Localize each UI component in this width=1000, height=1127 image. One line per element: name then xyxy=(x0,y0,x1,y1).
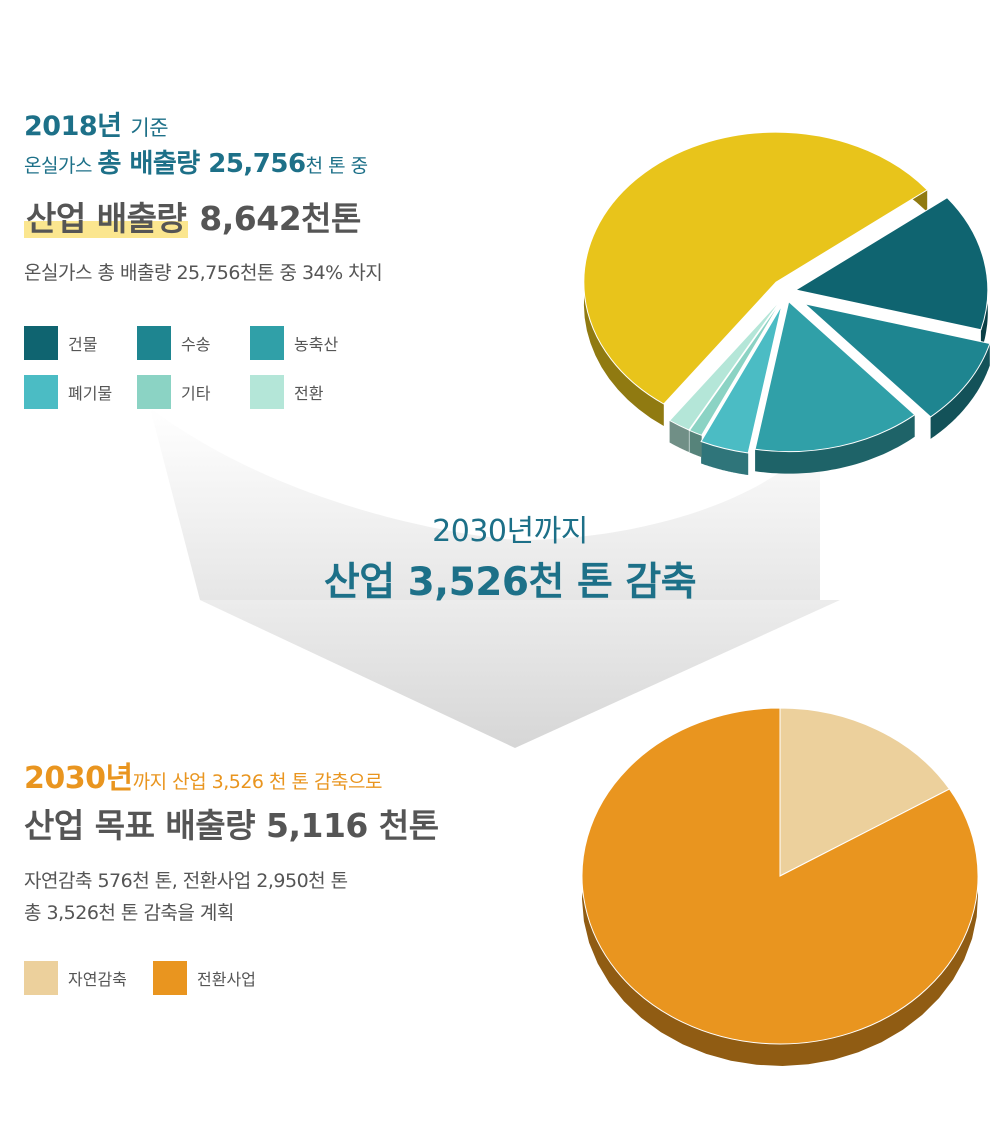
legend-label: 농축산 xyxy=(294,335,339,354)
industry-emission-headline: 산업 배출량 8,642천톤 xyxy=(24,192,361,240)
legend-swatch xyxy=(153,961,187,995)
basis-label: 기준 xyxy=(130,116,169,140)
target-emission-headline: 산업 목표 배출량 5,116 천톤 xyxy=(24,806,439,845)
pie-slice-전환 xyxy=(668,298,783,431)
legend-label: 폐기물 xyxy=(68,384,113,403)
pie-side-기타 xyxy=(689,430,702,458)
year-2018-label: 2018년 xyxy=(24,111,122,142)
legend-label: 자연감축 xyxy=(68,970,127,989)
pie-chart-2018 xyxy=(583,131,991,475)
pie-slice-자연감축 xyxy=(779,707,951,877)
down-arrow xyxy=(200,600,840,748)
legend-item-conversion-project: 전환사업 xyxy=(153,961,256,995)
legend-label: 수송 xyxy=(181,335,211,354)
pie-slice-폐기물 xyxy=(700,305,783,454)
legend-swatch xyxy=(250,326,284,360)
target-year-label: 2030년까지 xyxy=(432,514,588,549)
industry-emission-label: 산업 배출량 xyxy=(24,199,189,238)
year-2030-heading: 2030년까지 산업 3,526 천 톤 감축으로 xyxy=(24,753,383,797)
pie-side-농축산 xyxy=(755,414,915,474)
pie-chart-2030 xyxy=(581,707,979,1066)
total-emission-value: 총 배출량 25,756 xyxy=(97,149,306,179)
legend-swatch xyxy=(24,326,58,360)
pie-slice-수송 xyxy=(802,302,991,418)
industry-emission-value: 8,642천톤 xyxy=(199,199,361,238)
year-2030-label: 2030년 xyxy=(24,761,133,796)
reduction-total: 총 3,526천 톤 감축을 계획 xyxy=(24,902,234,924)
legend-item-waste: 폐기물 xyxy=(24,375,112,409)
legend-item-other: 기타 xyxy=(137,375,210,409)
reduction-breakdown: 자연감축 576천 톤, 전환사업 2,950천 톤 xyxy=(24,870,348,892)
legend-item-transport: 수송 xyxy=(137,326,210,360)
pie-side-폐기물 xyxy=(701,441,749,475)
reduction-target-headline: 산업 3,526천 톤 감축 xyxy=(323,560,697,605)
pie-slice-산업 xyxy=(583,131,929,405)
legend-label: 기타 xyxy=(181,384,211,403)
pie-side-수송 xyxy=(930,343,990,439)
legend-swatch xyxy=(24,375,58,409)
legend-item-conversion: 전환 xyxy=(250,375,323,409)
legend-item-natural-reduction: 자연감축 xyxy=(24,961,127,995)
legend-swatch xyxy=(137,326,171,360)
legend-swatch xyxy=(24,961,58,995)
legend-item-agriculture: 농축산 xyxy=(250,326,338,360)
legend-swatch xyxy=(250,375,284,409)
funnel-shape xyxy=(150,408,820,600)
legend-swatch xyxy=(137,375,171,409)
year-2018-heading: 2018년 기준 xyxy=(24,104,169,143)
pie-slice-기타 xyxy=(688,298,783,436)
share-description: 온실가스 총 배출량 25,756천톤 중 34% 차지 xyxy=(24,262,383,284)
legend-item-building: 건물 xyxy=(24,326,97,360)
pie-slice-건물 xyxy=(794,197,989,331)
legend-label: 전환사업 xyxy=(197,970,256,989)
legend-label: 건물 xyxy=(68,335,98,354)
legend-label: 전환 xyxy=(294,384,324,403)
ghg-label: 온실가스 xyxy=(24,155,92,177)
pie-slice-농축산 xyxy=(754,300,916,453)
total-emission-line: 온실가스 총 배출량 25,756천 톤 중 xyxy=(24,143,368,180)
reduction-intro: 까지 산업 3,526 천 톤 감축으로 xyxy=(132,771,383,793)
unit-label: 천 톤 중 xyxy=(305,155,369,177)
pie-slice-전환사업 xyxy=(581,707,979,1045)
